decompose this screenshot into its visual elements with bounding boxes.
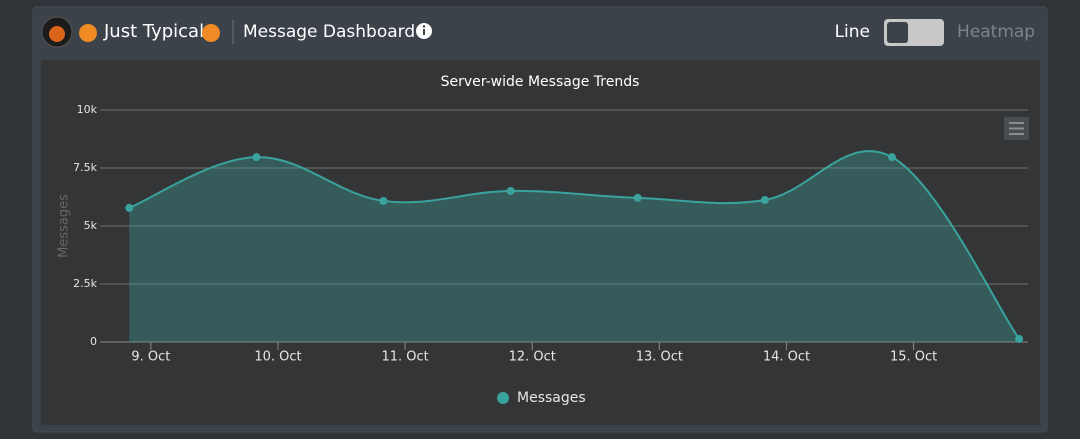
toggle-knob [887,22,908,43]
menu-icon [1009,122,1024,135]
legend-marker [497,392,509,404]
pumpkin-icon [202,24,220,42]
data-point [633,193,642,202]
chart-title: Server-wide Message Trends [441,74,640,90]
y-axis-title: Messages [57,194,72,258]
x-tick-label: 10. Oct [254,350,301,365]
legend-label[interactable]: Messages [517,390,586,406]
dashboard-title: Message Dashboard [243,22,415,42]
area-fill [129,151,1020,342]
data-point [1015,334,1024,343]
y-tick-label: 5k [84,219,98,232]
toggle-label-line[interactable]: Line [835,22,870,42]
info-glyph [423,29,425,35]
server-name: Just Typical [103,21,204,42]
x-tick-label: 9. Oct [131,350,170,365]
chart-area [41,60,1040,425]
data-point [506,186,515,195]
y-tick-label: 0 [90,335,97,348]
data-point [125,203,134,212]
data-point [760,196,769,205]
data-point [887,153,896,162]
y-tick-label: 10k [77,103,98,116]
toggle-label-heatmap[interactable]: Heatmap [957,22,1035,42]
x-tick-label: 13. Oct [636,350,683,365]
data-point [379,196,388,205]
y-tick-label: 7.5k [73,161,97,174]
data-point [252,153,261,162]
avatar-pumpkin [49,26,65,42]
x-tick-label: 15. Oct [890,350,937,365]
x-tick-label: 12. Oct [509,350,556,365]
pumpkin-icon [79,24,97,42]
x-tick-label: 11. Oct [381,350,428,365]
info-glyph [422,25,426,28]
x-tick-label: 14. Oct [763,350,810,365]
y-tick-label: 2.5k [73,277,97,290]
